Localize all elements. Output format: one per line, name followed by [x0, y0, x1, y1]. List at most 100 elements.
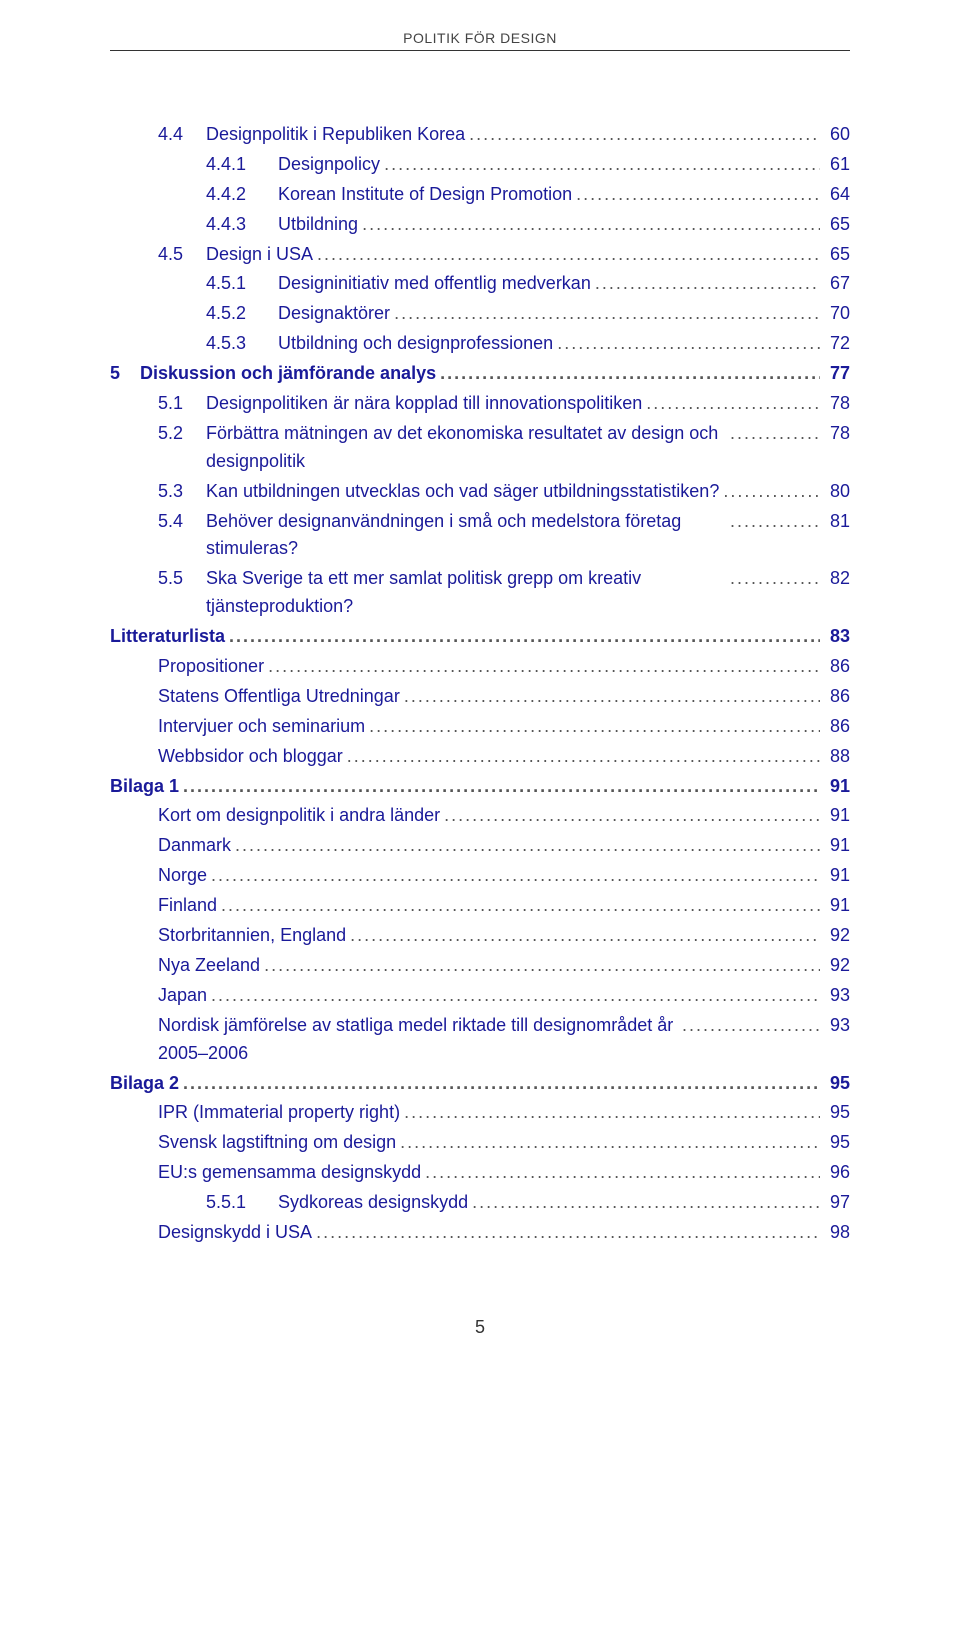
toc-leader-dots	[404, 1099, 820, 1127]
toc-leader-dots	[268, 653, 820, 681]
toc-entry[interactable]: 4.4.2Korean Institute of Design Promotio…	[110, 181, 850, 209]
toc-entry-page: 95	[824, 1099, 850, 1127]
toc-leader-dots	[646, 390, 820, 418]
toc-entry[interactable]: IPR (Immaterial property right) 95	[110, 1099, 850, 1127]
toc-leader-dots	[235, 832, 820, 860]
toc-entry-label: Nordisk jämförelse av statliga medel rik…	[158, 1012, 678, 1068]
toc-leader-dots	[221, 892, 820, 920]
toc-entry-page: 80	[824, 478, 850, 506]
toc-entry[interactable]: Svensk lagstiftning om design95	[110, 1129, 850, 1157]
toc-entry[interactable]: Statens Offentliga Utredningar86	[110, 683, 850, 711]
toc-entry-page: 93	[824, 982, 850, 1010]
toc-entry[interactable]: Webbsidor och bloggar88	[110, 743, 850, 771]
toc-entry-page: 70	[824, 300, 850, 328]
toc-entry-page: 82	[824, 565, 850, 593]
toc-entry-label: Behöver designanvändningen i små och med…	[206, 508, 726, 564]
toc-leader-dots	[730, 565, 820, 593]
toc-entry[interactable]: 5.5Ska Sverige ta ett mer samlat politis…	[110, 565, 850, 621]
toc-entry[interactable]: 5.1Designpolitiken är nära kopplad till …	[110, 390, 850, 418]
toc-entry-page: 92	[824, 952, 850, 980]
toc-entry-page: 96	[824, 1159, 850, 1187]
toc-entry-page: 78	[824, 420, 850, 448]
toc-leader-dots	[444, 802, 820, 830]
toc-entry-page: 88	[824, 743, 850, 771]
toc-entry-page: 81	[824, 508, 850, 536]
toc-entry-label: Storbritannien, England	[158, 922, 346, 950]
toc-entry[interactable]: Nya Zeeland92	[110, 952, 850, 980]
toc-leader-dots	[264, 952, 820, 980]
toc-entry[interactable]: Norge91	[110, 862, 850, 890]
toc-entry-label: Designinitiativ med offentlig medverkan	[278, 270, 591, 298]
toc-entry[interactable]: Nordisk jämförelse av statliga medel rik…	[110, 1012, 850, 1068]
toc-leader-dots	[229, 623, 820, 651]
toc-entry-page: 95	[824, 1070, 850, 1098]
toc-entry-label: Litteraturlista	[110, 623, 225, 651]
toc-entry[interactable]: Kort om designpolitik i andra länder 91	[110, 802, 850, 830]
toc-entry-number: 4.4.2	[206, 181, 278, 209]
running-head-text: POLITIK FÖR DESIGN	[403, 30, 557, 46]
toc-entry-page: 91	[824, 892, 850, 920]
toc-entry[interactable]: 4.5.1Designinitiativ med offentlig medve…	[110, 270, 850, 298]
toc-entry-page: 95	[824, 1129, 850, 1157]
toc-entry-label: Bilaga 1	[110, 773, 179, 801]
toc-entry[interactable]: 5.4Behöver designanvändningen i små och …	[110, 508, 850, 564]
toc-entry-label: Kort om designpolitik i andra länder	[158, 802, 440, 830]
toc-entry[interactable]: 5.2Förbättra mätningen av det ekonomiska…	[110, 420, 850, 476]
toc-entry-page: 91	[824, 773, 850, 801]
toc-entry[interactable]: 5.5.1Sydkoreas designskydd97	[110, 1189, 850, 1217]
toc-entry[interactable]: Danmark91	[110, 832, 850, 860]
toc-entry[interactable]: 4.4.3Utbildning 65	[110, 211, 850, 239]
toc-entry[interactable]: Storbritannien, England 92	[110, 922, 850, 950]
toc-entry[interactable]: Bilaga 295	[110, 1070, 850, 1098]
toc-entry-label: Utbildning	[278, 211, 358, 239]
toc-entry[interactable]: Propositioner 86	[110, 653, 850, 681]
toc-entry-label: Danmark	[158, 832, 231, 860]
toc-entry-page: 86	[824, 683, 850, 711]
toc-leader-dots	[425, 1159, 820, 1187]
toc-entry-label: Designpolitik i Republiken Korea	[206, 121, 465, 149]
toc-entry-number: 4.5.1	[206, 270, 278, 298]
toc-entry-page: 86	[824, 653, 850, 681]
toc-entry[interactable]: 4.4.1Designpolicy61	[110, 151, 850, 179]
toc-leader-dots	[317, 241, 820, 269]
toc-leader-dots	[384, 151, 820, 179]
toc-entry-number: 4.4.3	[206, 211, 278, 239]
toc-leader-dots	[595, 270, 820, 298]
toc-entry[interactable]: Intervjuer och seminarium86	[110, 713, 850, 741]
running-head: POLITIK FÖR DESIGN	[110, 30, 850, 51]
toc-entry-label: Propositioner	[158, 653, 264, 681]
toc-entry-page: 65	[824, 211, 850, 239]
toc-entry[interactable]: 4.4Designpolitik i Republiken Korea60	[110, 121, 850, 149]
toc-entry-number: 5.5.1	[206, 1189, 278, 1217]
toc-leader-dots	[369, 713, 820, 741]
toc-entry-label: Förbättra mätningen av det ekonomiska re…	[206, 420, 726, 476]
toc-entry-number: 4.4	[158, 121, 206, 149]
toc-entry[interactable]: 4.5.2Designaktörer70	[110, 300, 850, 328]
toc-leader-dots	[183, 773, 820, 801]
toc-entry[interactable]: 5.3Kan utbildningen utvecklas och vad sä…	[110, 478, 850, 506]
toc-entry[interactable]: Designskydd i USA98	[110, 1219, 850, 1247]
toc-entry-page: 78	[824, 390, 850, 418]
toc-entry[interactable]: Finland91	[110, 892, 850, 920]
toc-entry[interactable]: Japan93	[110, 982, 850, 1010]
toc-leader-dots	[730, 508, 820, 536]
toc-entry-page: 97	[824, 1189, 850, 1217]
toc-entry-page: 91	[824, 802, 850, 830]
toc-entry[interactable]: 5Diskussion och jämförande analys77	[110, 360, 850, 388]
table-of-contents: 4.4Designpolitik i Republiken Korea604.4…	[110, 121, 850, 1247]
toc-entry-number: 4.4.1	[206, 151, 278, 179]
toc-entry-label: Norge	[158, 862, 207, 890]
toc-entry-page: 93	[824, 1012, 850, 1040]
toc-entry-page: 92	[824, 922, 850, 950]
toc-entry[interactable]: Bilaga 1 91	[110, 773, 850, 801]
toc-entry-label: Diskussion och jämförande analys	[140, 360, 436, 388]
toc-entry[interactable]: Litteraturlista83	[110, 623, 850, 651]
toc-entry-label: IPR (Immaterial property right)	[158, 1099, 400, 1127]
toc-entry[interactable]: EU:s gemensamma designskydd96	[110, 1159, 850, 1187]
toc-leader-dots	[400, 1129, 820, 1157]
toc-entry[interactable]: 4.5.3Utbildning och designprofessionen72	[110, 330, 850, 358]
toc-entry-label: Ska Sverige ta ett mer samlat politisk g…	[206, 565, 726, 621]
toc-entry-label: Designskydd i USA	[158, 1219, 312, 1247]
toc-entry[interactable]: 4.5Design i USA65	[110, 241, 850, 269]
toc-entry-number: 5.5	[158, 565, 206, 593]
